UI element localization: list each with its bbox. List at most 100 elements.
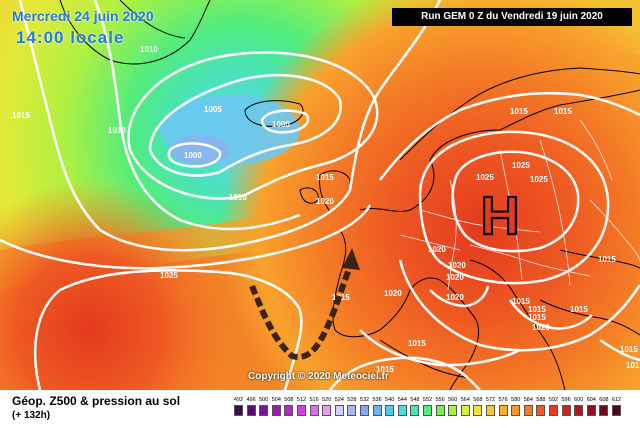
- isobar-1015-east: [379, 91, 640, 181]
- pressure-label: 1000: [184, 151, 202, 160]
- legend-swatch: [334, 405, 344, 416]
- legend-swatch: [410, 405, 420, 416]
- pressure-label: 1025: [512, 161, 530, 170]
- legend-swatch: [473, 405, 483, 416]
- pressure-label: 1015: [620, 345, 638, 354]
- legend-swatch: [372, 405, 382, 416]
- legend-value-label: 608: [599, 397, 609, 403]
- legend-value-label: 564: [460, 397, 470, 403]
- legend-swatch: [536, 405, 546, 416]
- legend-value-label: 512: [296, 397, 307, 403]
- legend-swatch: [423, 405, 432, 416]
- legend-value-label: 492: [233, 397, 244, 403]
- legend-swatch: [385, 405, 395, 416]
- coastlines: [59, 0, 640, 390]
- isobars: [0, 0, 640, 390]
- legend-swatch: [549, 405, 558, 416]
- isobar-1020-atlantic: [0, 204, 372, 270]
- isobar-1025-atlantic: [34, 269, 303, 390]
- pressure-label: 1015: [12, 111, 30, 120]
- arrow-head-icon: [342, 248, 360, 270]
- copyright-notice: Copyright © 2020 Meteociel.fr: [248, 371, 389, 382]
- forecast-time: 14:00 locale: [16, 28, 125, 47]
- legend-swatch: [498, 405, 508, 416]
- legend-swatch: [284, 405, 294, 416]
- legend-value-label: 572: [485, 397, 496, 403]
- legend-value-label: 596: [561, 397, 571, 403]
- forecast-date: Mercredi 24 juin 2020: [12, 8, 154, 24]
- pressure-label: 1020: [384, 289, 402, 298]
- pressure-label: 1020: [532, 323, 550, 332]
- pressure-label: 1020: [316, 197, 334, 206]
- pressure-label: 1015: [408, 339, 426, 348]
- legend-value-label: 536: [372, 397, 382, 403]
- legend-value-label: 524: [334, 397, 344, 403]
- legend-value-label: 592: [548, 397, 559, 403]
- pressure-label: 1015: [512, 297, 530, 306]
- isobar-1020-high: [418, 130, 610, 285]
- isobar-1000-west: [167, 142, 222, 168]
- model-run-label: Run GEM 0 Z du Vendredi 19 juin 2020: [392, 8, 632, 26]
- pressure-label: 1015: [598, 255, 616, 264]
- legend-swatch: [486, 405, 495, 416]
- pressure-label: 1010: [140, 45, 158, 54]
- legend-swatch: [561, 405, 571, 416]
- pressure-label: 1015: [528, 305, 546, 314]
- pressure-label: 1015: [626, 361, 640, 370]
- legend-value-label: 496: [246, 397, 256, 403]
- legend-swatch: [322, 405, 332, 416]
- map-canvas: 1010 1015 1010 1005 1000 1000 1010 1015 …: [0, 0, 640, 390]
- map-title: Géop. Z500 & pression au sol: [12, 394, 181, 408]
- legend-value-label: 508: [284, 397, 294, 403]
- legend-value-label: 584: [523, 397, 533, 403]
- high-pressure-symbol: H: [481, 186, 520, 246]
- isobar-1005: [148, 73, 342, 177]
- pressure-label: 1010: [108, 126, 126, 135]
- low-inner: [170, 135, 230, 165]
- pressure-label: 1015: [376, 365, 394, 374]
- legend-swatch: [259, 405, 269, 416]
- legend-swatch: [448, 405, 458, 416]
- legend-value-label: 600: [574, 397, 584, 403]
- legend-swatch: [523, 405, 533, 416]
- legend-value-label: 540: [385, 397, 395, 403]
- legend-swatch: [309, 405, 319, 416]
- legend-swatch: [271, 405, 281, 416]
- pressure-labels: 1010 1015 1010 1005 1000 1000 1010 1015 …: [12, 45, 640, 374]
- pressure-label: 1015: [316, 173, 334, 182]
- pressure-label: 1025: [530, 175, 548, 184]
- pressure-label: 1025: [476, 173, 494, 182]
- isobar-1025-high: [451, 150, 580, 253]
- isobar-1015-east-inner: [508, 299, 593, 330]
- legend-swatch: [612, 405, 621, 416]
- legend-swatch: [511, 405, 521, 416]
- legend-swatch: [360, 405, 369, 416]
- pressure-label: 1005: [204, 105, 222, 114]
- legend-swatch: [460, 405, 470, 416]
- pressure-label: 1020: [448, 261, 466, 270]
- legend-value-label: 604: [586, 397, 596, 403]
- isobar-1020-inner: [429, 285, 490, 308]
- pressure-label: 1000: [272, 120, 290, 129]
- pressure-label: 1020: [446, 273, 464, 282]
- legend-value-label: 568: [473, 397, 483, 403]
- isobar-1015-south: [398, 259, 640, 352]
- legend-swatch: [586, 405, 596, 416]
- legend-value-label: 532: [359, 397, 370, 403]
- legend-value-label: 520: [322, 397, 332, 403]
- legend-value-label: 528: [347, 397, 357, 403]
- pressure-label: 1015: [528, 313, 546, 322]
- isobar-1015-north: [18, 0, 442, 252]
- isobar-1000-east: [260, 109, 310, 134]
- legend-swatch: [599, 405, 609, 416]
- pressure-label: 1015: [510, 107, 528, 116]
- footer-bar: [0, 390, 640, 428]
- flow-arrow: [249, 248, 360, 360]
- sw-core: [0, 0, 640, 390]
- legend-value-label: 588: [536, 397, 546, 403]
- legend-value-label: 504: [271, 397, 281, 403]
- legend-swatch: [574, 405, 584, 416]
- legend-value-label: 612: [611, 397, 622, 403]
- forecast-offset: (+ 132h): [12, 410, 51, 421]
- isobar-1015-far-east: [599, 338, 640, 362]
